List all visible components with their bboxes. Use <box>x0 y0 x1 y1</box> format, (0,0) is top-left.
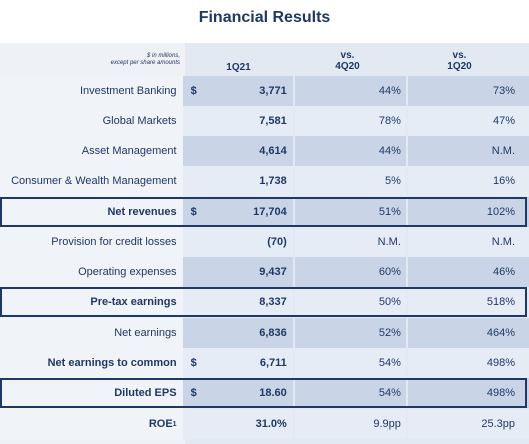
value-1q21: 7,581 <box>259 115 287 127</box>
units-note-line1: $ in millions, <box>146 53 180 59</box>
value-cell: 7,581 <box>182 106 293 136</box>
row-label: Investment Banking <box>0 76 183 106</box>
value-vs-1q20: 73% <box>407 76 529 106</box>
column-header-1q21: 1Q21 <box>226 62 251 73</box>
value-1q21: 3,771 <box>259 85 287 97</box>
value-vs-1q20: 47% <box>407 106 529 136</box>
value-1q21: 9,437 <box>259 266 287 278</box>
table-row-global-markets: Global Markets 7,581 78% 47% <box>0 106 529 136</box>
table-row-net-revenues: Net revenues $17,704 51% 102% <box>0 197 529 227</box>
value-cell: $6,711 <box>182 348 293 378</box>
row-label: Consumer & Wealth Management <box>0 166 183 196</box>
value-vs-4q20: 50% <box>294 287 406 317</box>
units-note: $ in millions, except per share amounts <box>20 53 180 67</box>
value-1q21: 1,738 <box>259 175 287 187</box>
value-vs-4q20: 52% <box>294 318 406 348</box>
value-cell: $17,704 <box>182 197 293 227</box>
column-header-vs-4q20-line1: vs. <box>340 50 355 61</box>
value-cell: 9,437 <box>182 257 293 287</box>
dollar-sign: $ <box>190 357 197 369</box>
column-header-vs-1q20: vs. 1Q20 <box>412 50 507 72</box>
value-vs-4q20: 54% <box>294 348 406 378</box>
value-cell: (70) <box>182 227 293 257</box>
value-vs-4q20: 9.9pp <box>294 409 406 439</box>
table-row-provision-credit-losses: Provision for credit losses (70) N.M. N.… <box>0 227 529 257</box>
value-1q21: 18.60 <box>259 387 287 399</box>
footnote-marker: 1 <box>172 420 177 428</box>
table-row-roe: ROE 1 31.0% 9.9pp 25.3pp <box>0 409 529 439</box>
table-row-consumer-wealth-management: Consumer & Wealth Management 1,738 5% 16… <box>0 166 529 196</box>
column-header-vs-1q20-line1: vs. <box>452 50 467 61</box>
dollar-sign: $ <box>190 85 197 97</box>
value-vs-1q20: 102% <box>407 197 529 227</box>
value-1q21: 6,836 <box>259 327 287 339</box>
value-vs-1q20: N.M. <box>407 136 529 166</box>
units-note-line2: except per share amounts <box>110 60 180 66</box>
value-vs-1q20: 498% <box>407 378 529 408</box>
page-title: Financial Results <box>198 9 331 26</box>
value-vs-1q20: 464% <box>407 318 529 348</box>
column-header-vs-4q20-line2: 4Q20 <box>335 61 360 72</box>
table-row-net-earnings-to-common: Net earnings to common $6,711 54% 498% <box>0 348 529 378</box>
value-1q21: 8,337 <box>259 296 287 308</box>
row-label: Operating expenses <box>0 257 183 287</box>
dollar-sign: $ <box>190 206 197 218</box>
table-row-operating-expenses: Operating expenses 9,437 60% 46% <box>0 257 529 287</box>
row-label: Asset Management <box>0 136 183 166</box>
row-label: Provision for credit losses <box>0 227 183 257</box>
column-header-vs-1q20-line2: 1Q20 <box>447 61 472 72</box>
row-label: Pre-tax earnings <box>0 287 183 317</box>
value-cell: 6,836 <box>182 318 293 348</box>
value-cell: 4,614 <box>182 136 293 166</box>
row-label: Net revenues <box>0 197 183 227</box>
value-vs-4q20: 60% <box>294 257 406 287</box>
value-vs-4q20: N.M. <box>294 227 406 257</box>
value-vs-1q20: 46% <box>407 257 529 287</box>
value-vs-4q20: 44% <box>294 76 406 106</box>
value-1q21: 6,711 <box>259 357 287 369</box>
value-cell: $3,771 <box>182 76 293 106</box>
roe-label: ROE <box>148 418 173 430</box>
value-vs-4q20: 78% <box>294 106 406 136</box>
value-vs-4q20: 54% <box>294 378 406 408</box>
row-label: Net earnings <box>0 318 183 348</box>
value-1q21: 17,704 <box>253 206 287 218</box>
value-vs-1q20: 25.3pp <box>407 409 529 439</box>
value-vs-4q20: 5% <box>294 166 406 196</box>
value-cell: 8,337 <box>182 287 293 317</box>
value-1q21: 4,614 <box>259 145 287 157</box>
value-1q21: 31.0% <box>255 418 287 430</box>
value-vs-1q20: 16% <box>407 166 529 196</box>
value-vs-4q20: 44% <box>294 136 406 166</box>
value-vs-1q20: 518% <box>407 287 529 317</box>
table-row-pre-tax-earnings: Pre-tax earnings 8,337 50% 518% <box>0 287 529 317</box>
table-row-net-earnings: Net earnings 6,836 52% 464% <box>0 318 529 348</box>
table-row-asset-management: Asset Management 4,614 44% N.M. <box>0 136 529 166</box>
column-header-vs-4q20: vs. 4Q20 <box>300 50 395 72</box>
row-label: Global Markets <box>0 106 183 136</box>
row-label: ROE 1 <box>0 409 183 439</box>
table-row-investment-banking: Investment Banking $3,771 44% 73% <box>0 76 529 106</box>
value-vs-1q20: N.M. <box>407 227 529 257</box>
value-vs-4q20: 51% <box>294 197 406 227</box>
dollar-sign: $ <box>190 387 197 399</box>
row-label: Net earnings to common <box>0 348 183 378</box>
table-row-diluted-eps: Diluted EPS $18.60 54% 498% <box>0 378 529 408</box>
row-label: Diluted EPS <box>0 378 183 408</box>
value-1q21: (70) <box>267 236 287 248</box>
value-cell: 31.0% <box>182 409 293 439</box>
value-vs-1q20: 498% <box>407 348 529 378</box>
value-cell: 1,738 <box>182 166 293 196</box>
value-cell: $18.60 <box>182 378 293 408</box>
